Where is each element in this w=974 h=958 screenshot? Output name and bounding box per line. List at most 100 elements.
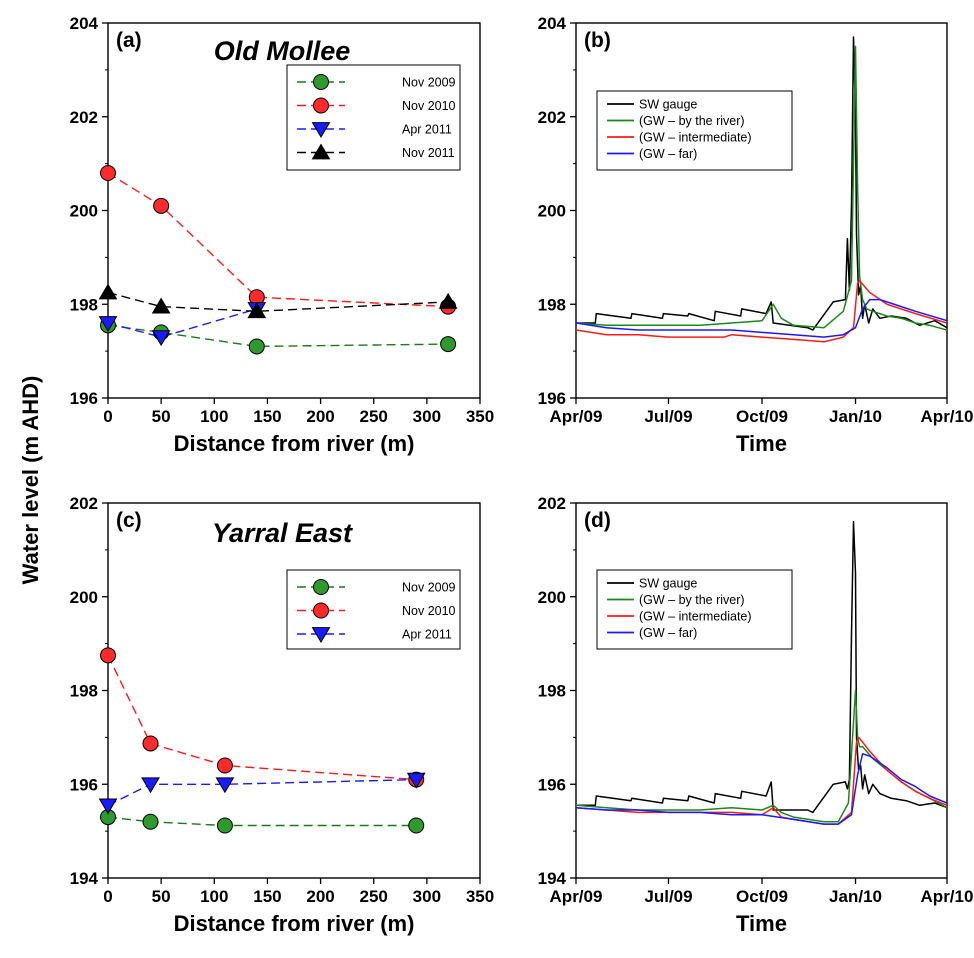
legend-label-nov-2011: Nov 2011 [402,146,455,160]
series-group [108,654,417,827]
y-tick-label: 202 [538,108,566,127]
legend-label-nov-2009: Nov 2009 [402,581,456,595]
x-tick-label: Jul/09 [644,887,692,906]
y-tick-label: 194 [70,869,99,888]
legend-label-nov-2010: Nov 2010 [402,604,456,618]
legend: Nov 2009 Nov 2010 Apr 2011 Nov 2011 [286,64,461,171]
y-axis-label: Water level (m AHD) [18,376,43,585]
series-line-sw-gauge [576,36,947,331]
y-tick-label: 204 [70,14,99,33]
y-tick-label: 198 [538,682,566,701]
legend-marker-nov-2011 [311,143,331,160]
legend-marker-nov-2009 [313,579,329,595]
y-tick-label: 202 [70,494,98,513]
x-tick-label: 300 [413,887,441,906]
legend-marker-apr-2011 [311,627,331,644]
x-tick-label: 350 [466,407,494,426]
data-point-nov-2011 [98,283,118,300]
data-point-nov-2009 [248,338,265,355]
data-point-nov-2011 [247,302,267,319]
data-point-nov-2009 [408,817,425,834]
legend-label-gw-far: (GW – far) [639,147,697,161]
legend-marker-nov-2010 [313,97,329,114]
y-tick-label: 198 [70,295,98,314]
series-line-nov-2009 [108,324,449,348]
x-tick-label: 150 [253,407,281,426]
legend-marker-nov-2009 [313,74,329,90]
data-point-apr-2011 [215,777,235,794]
panel-c-chart: 0 50 100 150 200 250 300 350 194 196 198 200 202 Dist… [70,494,495,936]
data-point-nov-2011 [151,297,171,314]
legend-marker-nov-2010 [313,602,329,619]
series-line-nov-2010 [108,654,417,781]
y-tick-label: 202 [70,108,98,127]
site-title: Old Mollee [214,36,351,66]
data-point-nov-2010 [100,165,116,181]
series-line-apr-2011 [108,308,257,338]
legend: SW gauge (GW – by the river) (GW – interme… [596,569,793,650]
series-line-gw-by-the-river [576,689,947,823]
x-tick-label: Jul/09 [644,407,692,426]
legend: SW gauge (GW – by the river) (GW – interme… [596,90,793,171]
x-tick-label: 0 [103,407,112,426]
x-tick-label: Apr/09 [550,407,603,426]
y-tick-label: 200 [538,588,566,607]
x-tick-label: Jan/10 [829,887,882,906]
x-tick-label: Jan/10 [829,407,882,426]
x-tick-label: 150 [253,887,281,906]
series-line-gw-intermediate [576,280,947,343]
site-title: Yarral East [212,518,353,548]
series-line-gw-far [576,298,947,338]
y-tick-label: 200 [70,588,98,607]
x-tick-label: 250 [360,887,388,906]
x-axis-label: Distance from river (m) [174,431,415,456]
legend-label-gw-by-the-river: (GW – by the river) [639,114,745,128]
panel-label: (b) [584,29,611,52]
panel-b-chart: Apr/09 Jul/09 Oct/09 Jan/10 Apr/10 196 198 200 2… [538,14,974,456]
panel-label: (c) [116,509,142,532]
series-line-nov-2009 [108,816,417,827]
y-tick-label: 196 [538,775,566,794]
legend-label-sw-gauge: SW gauge [639,98,697,112]
y-tick-label: 194 [538,869,567,888]
x-tick-label: 50 [152,887,171,906]
data-point-nov-2010 [153,197,170,214]
series-line-gw-by-the-river [576,45,947,331]
legend-label-gw-far: (GW – far) [639,626,697,640]
series-line-nov-2010 [108,172,449,308]
x-tick-label: 100 [200,407,228,426]
legend: Nov 2009 Nov 2010 Apr 2011 [286,569,461,650]
x-tick-label: Apr/09 [550,887,603,906]
data-point-apr-2011 [141,777,160,794]
data-point-apr-2011 [98,798,118,815]
panel-label: (a) [116,29,142,52]
panel-a-chart: 0 50 100 150 200 250 300 350 196 198 200 202 204 Dist… [70,14,495,456]
series-line-sw-gauge [576,521,947,814]
legend-label-apr-2011: Apr 2011 [402,628,452,642]
x-axis-label: Time [736,431,787,456]
x-axis-label: Time [736,911,787,936]
x-tick-label: 200 [306,887,334,906]
data-point-nov-2011 [438,292,458,309]
y-tick-label: 200 [538,202,566,221]
data-point-apr-2011 [406,772,426,789]
x-tick-label: 200 [306,407,334,426]
plot-frame [107,502,481,879]
plot-frame [575,22,948,399]
y-tick-label: 196 [70,389,98,408]
legend-label-gw-by-the-river: (GW – by the river) [639,593,745,607]
plot-frame [575,502,948,879]
panel-d-chart: Apr/09 Jul/09 Oct/09 Jan/10 Apr/10 194 196 198 2… [538,494,974,936]
legend-label-gw-intermediate: (GW – intermediate) [639,610,752,624]
x-tick-label: 350 [466,887,494,906]
x-tick-label: 100 [200,887,228,906]
legend-label-sw-gauge: SW gauge [639,577,697,591]
data-point-nov-2010 [216,757,233,774]
x-axis-label: Distance from river (m) [174,911,415,936]
y-tick-label: 196 [538,389,566,408]
x-tick-label: Apr/10 [921,407,974,426]
x-tick-label: Oct/09 [736,887,788,906]
y-tick-label: 204 [538,14,567,33]
data-point-nov-2010 [142,735,159,752]
